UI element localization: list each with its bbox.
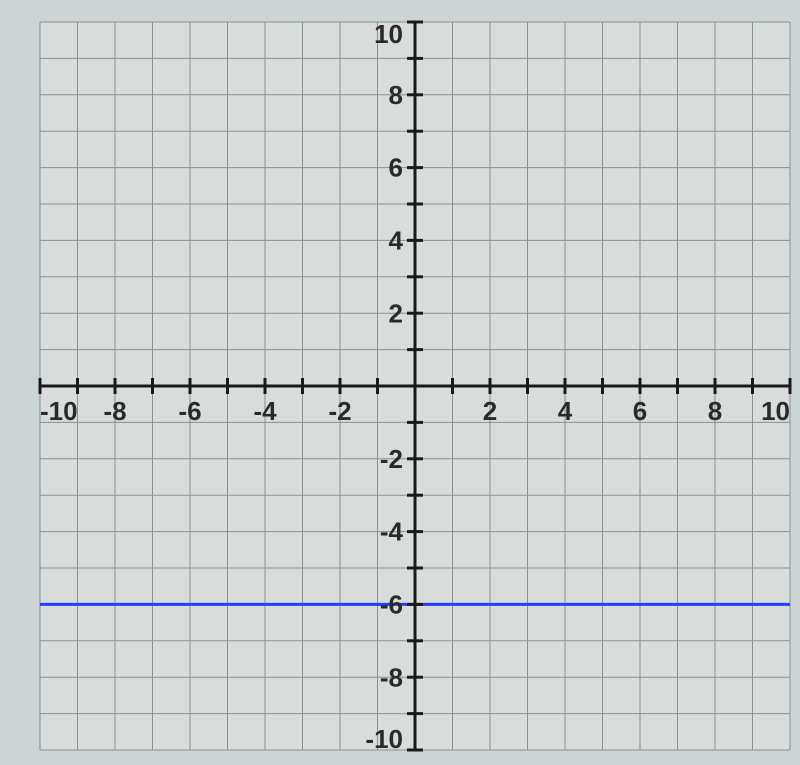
x-axis-label: -6 <box>178 396 201 426</box>
y-axis-label: -4 <box>380 517 404 547</box>
x-axis-label: -2 <box>328 396 351 426</box>
y-axis-label: 6 <box>389 153 403 183</box>
y-axis-label: 2 <box>389 298 403 328</box>
y-axis-label: -2 <box>380 444 403 474</box>
x-axis-label: -8 <box>103 396 126 426</box>
y-axis-label: 10 <box>374 19 403 49</box>
y-axis-label: 8 <box>389 80 403 110</box>
y-axis-label: -10 <box>365 724 403 754</box>
y-axis-label: -8 <box>380 662 403 692</box>
coordinate-grid-chart: -10 -8 -6 -4 -2 2 4 6 8 10 10 8 6 4 2 -2 -4 -6 -8 -10 <box>0 0 800 765</box>
x-axis-label: 10 <box>761 396 790 426</box>
x-axis-label: -4 <box>253 396 277 426</box>
x-axis-label: 6 <box>633 396 647 426</box>
x-axis-label: 8 <box>708 396 722 426</box>
x-axis-label: -10 <box>40 396 78 426</box>
y-axis-label: 4 <box>389 226 404 256</box>
x-axis-label: 4 <box>558 396 573 426</box>
chart-svg: -10 -8 -6 -4 -2 2 4 6 8 10 10 8 6 4 2 -2 -4 -6 -8 -10 <box>0 0 800 765</box>
y-axis-label: -6 <box>380 590 403 620</box>
x-axis-label: 2 <box>483 396 497 426</box>
